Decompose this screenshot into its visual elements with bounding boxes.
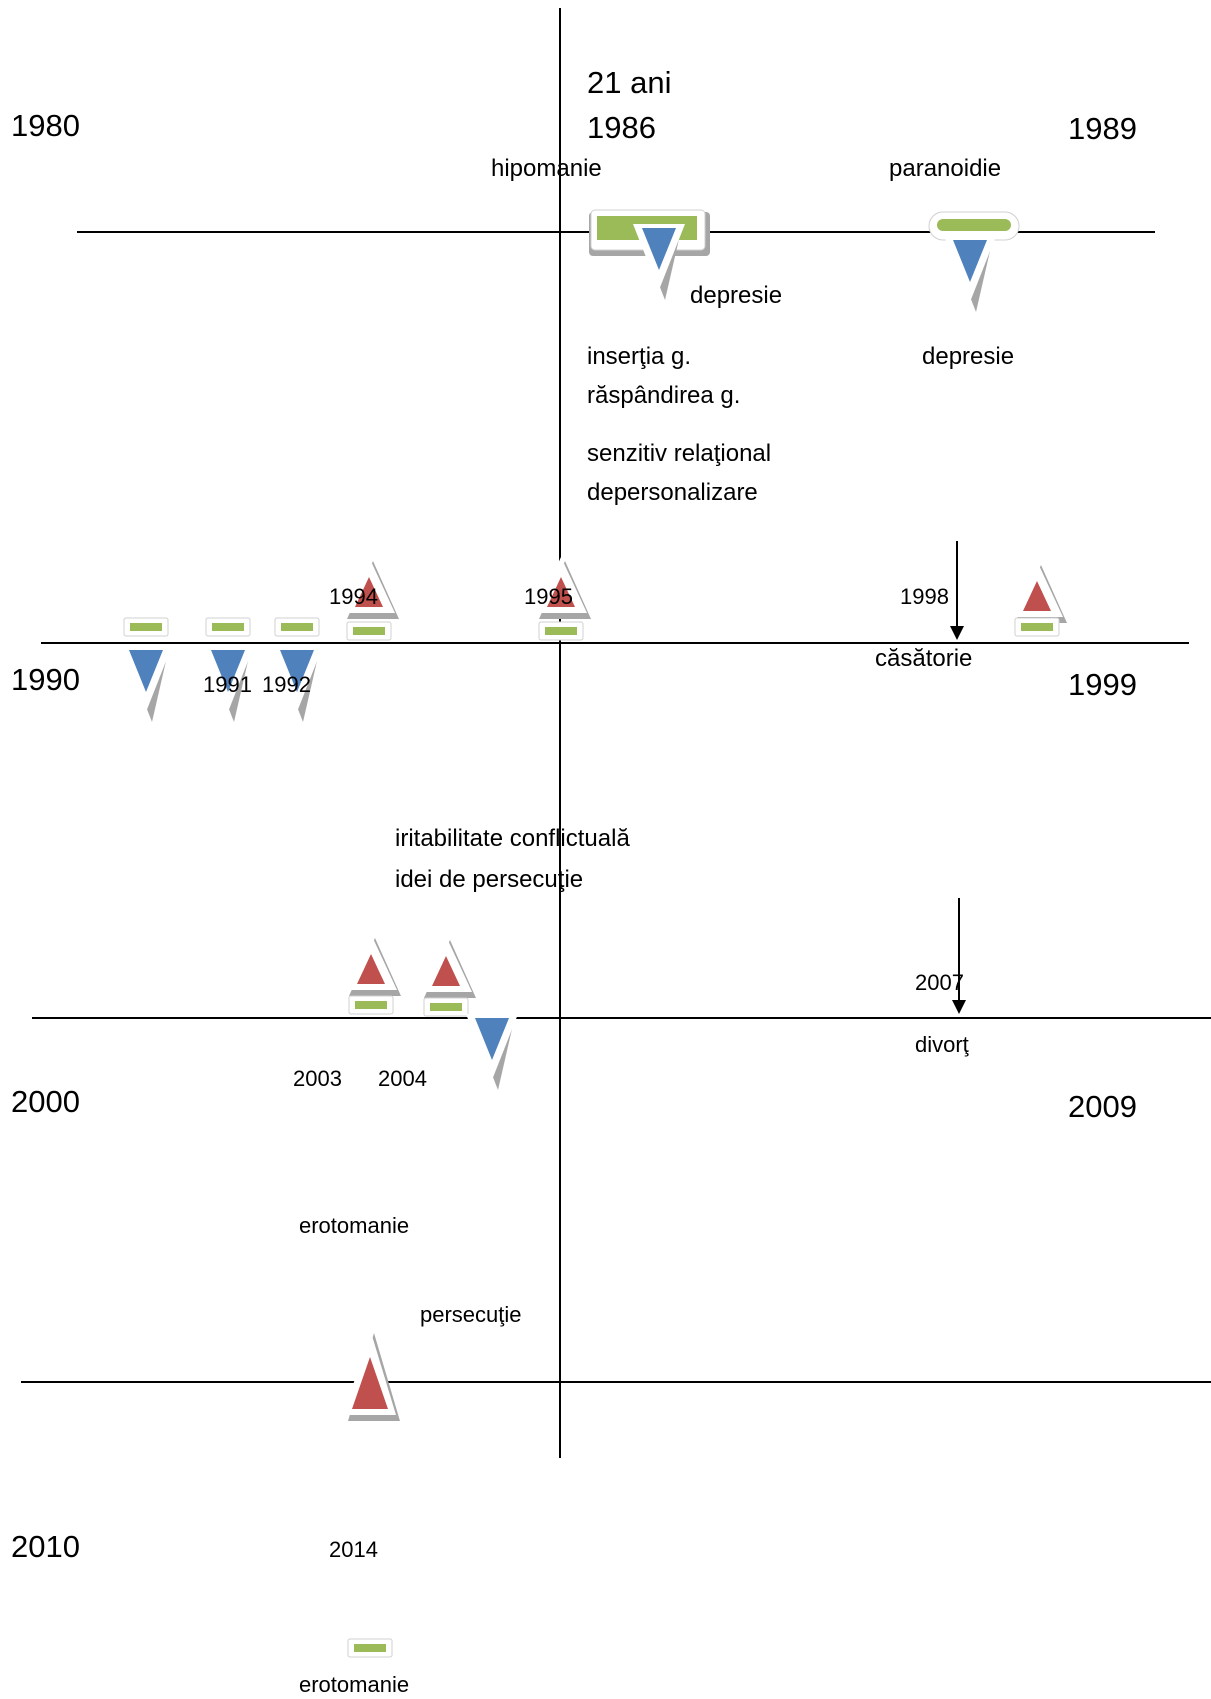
arrow-2007 — [952, 898, 966, 1014]
decade-1990: 1990 — [11, 662, 80, 697]
senzitiv-label: senzitiv relaţional — [587, 440, 772, 467]
year-2007: 2007 — [915, 970, 964, 995]
idei-persecutie-label: idei de persecuţie — [395, 866, 584, 893]
vertical-axis — [559, 8, 561, 1458]
insertia-label: inserţia g. — [587, 343, 692, 370]
marker-2005-blue — [466, 1014, 518, 1090]
arrow-1998 — [950, 541, 964, 640]
age-label: 21 ani — [587, 65, 672, 100]
persecutie-label: persecuţie — [420, 1302, 522, 1327]
paranoidie-marker — [928, 211, 1020, 241]
year-1992: 1992 — [262, 672, 311, 697]
depresie-1989-marker — [944, 236, 996, 312]
hipomanie-label: hipomanie — [491, 155, 602, 182]
depresie-label-1: depresie — [690, 282, 783, 309]
year-2004: 2004 — [378, 1066, 427, 1091]
year-1998: 1998 — [900, 584, 949, 609]
casatorie-label: căsătorie — [875, 645, 973, 672]
marker-1990 — [120, 617, 172, 722]
divort-label: divorţ — [915, 1032, 969, 1057]
paranoidie-label: paranoidie — [889, 155, 1002, 182]
marker-2003 — [345, 934, 401, 1015]
marker-2004 — [420, 936, 476, 1017]
erotomanie-label-1: erotomanie — [299, 1213, 410, 1238]
marker-1999 — [1011, 561, 1067, 637]
year-1986: 1986 — [587, 110, 656, 145]
erotomanie-label-2: erotomanie — [299, 1672, 410, 1697]
decade-2000: 2000 — [11, 1084, 80, 1119]
marker-2014 — [344, 1329, 400, 1421]
year-1994: 1994 — [329, 584, 378, 609]
decade-1989: 1989 — [1068, 111, 1137, 146]
year-1991: 1991 — [203, 672, 252, 697]
iritabilitate-label: iritabilitate conflictuală — [395, 825, 630, 852]
year-2014: 2014 — [329, 1537, 378, 1562]
decade-1999: 1999 — [1068, 667, 1137, 702]
decade-2010: 2010 — [11, 1529, 80, 1564]
axis-1990s — [41, 642, 1189, 644]
erotomanie-legend-marker — [347, 1638, 393, 1658]
depresie-label-2: depresie — [922, 343, 1015, 370]
axis-2000s — [32, 1017, 1211, 1019]
depersonalizare-label: depersonalizare — [587, 479, 758, 506]
marker-1992 — [271, 617, 323, 722]
decade-2009: 2009 — [1068, 1089, 1137, 1124]
marker-1991 — [202, 617, 254, 722]
raspandirea-label: răspândirea g. — [587, 382, 741, 409]
year-1995: 1995 — [524, 584, 573, 609]
axis-2010s — [21, 1381, 1211, 1383]
depresie-1986-marker — [633, 224, 685, 300]
year-2003: 2003 — [293, 1066, 342, 1091]
decade-1980: 1980 — [11, 108, 80, 143]
